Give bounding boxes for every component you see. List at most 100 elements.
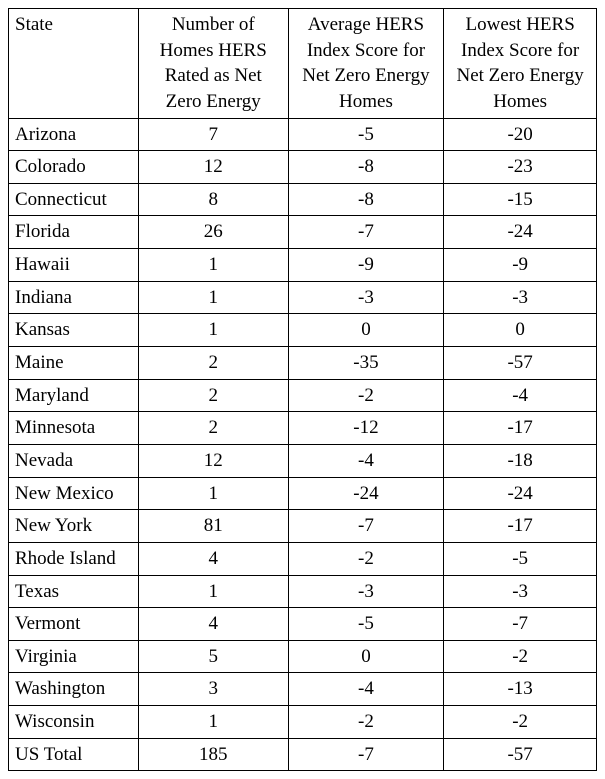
- value-cell: -5: [288, 608, 444, 641]
- table-row: Arizona7-5-20: [9, 118, 597, 151]
- table-row: Maine2-35-57: [9, 347, 597, 380]
- table-row: Wisconsin1-2-2: [9, 706, 597, 739]
- value-cell: 4: [138, 542, 288, 575]
- state-cell: US Total: [9, 738, 139, 771]
- value-cell: -7: [288, 510, 444, 543]
- value-cell: 2: [138, 412, 288, 445]
- state-cell: Virginia: [9, 640, 139, 673]
- table-row: Connecticut8-8-15: [9, 183, 597, 216]
- value-cell: -3: [444, 575, 597, 608]
- state-cell: Hawaii: [9, 249, 139, 282]
- value-cell: 0: [288, 640, 444, 673]
- value-cell: 26: [138, 216, 288, 249]
- value-cell: 7: [138, 118, 288, 151]
- col-header-count: Number of Homes HERS Rated as Net Zero E…: [138, 9, 288, 119]
- value-cell: -5: [288, 118, 444, 151]
- value-cell: 185: [138, 738, 288, 771]
- value-cell: -15: [444, 183, 597, 216]
- value-cell: -7: [288, 216, 444, 249]
- value-cell: -8: [288, 151, 444, 184]
- table-row: Texas1-3-3: [9, 575, 597, 608]
- state-cell: Kansas: [9, 314, 139, 347]
- state-cell: Colorado: [9, 151, 139, 184]
- value-cell: 5: [138, 640, 288, 673]
- value-cell: -4: [288, 673, 444, 706]
- value-cell: -2: [444, 640, 597, 673]
- value-cell: 8: [138, 183, 288, 216]
- table-row: New York81-7-17: [9, 510, 597, 543]
- state-cell: Minnesota: [9, 412, 139, 445]
- state-cell: New Mexico: [9, 477, 139, 510]
- state-cell: Wisconsin: [9, 706, 139, 739]
- state-cell: Washington: [9, 673, 139, 706]
- value-cell: -2: [288, 379, 444, 412]
- value-cell: -35: [288, 347, 444, 380]
- col-header-state: State: [9, 9, 139, 119]
- value-cell: 2: [138, 379, 288, 412]
- header-row: State Number of Homes HERS Rated as Net …: [9, 9, 597, 119]
- state-cell: Florida: [9, 216, 139, 249]
- value-cell: -9: [288, 249, 444, 282]
- value-cell: -57: [444, 347, 597, 380]
- value-cell: -4: [444, 379, 597, 412]
- value-cell: 0: [288, 314, 444, 347]
- table-row: US Total185-7-57: [9, 738, 597, 771]
- value-cell: -17: [444, 412, 597, 445]
- value-cell: -5: [444, 542, 597, 575]
- table-row: Indiana1-3-3: [9, 281, 597, 314]
- table-row: Rhode Island4-2-5: [9, 542, 597, 575]
- value-cell: -3: [444, 281, 597, 314]
- value-cell: 2: [138, 347, 288, 380]
- value-cell: -20: [444, 118, 597, 151]
- value-cell: -2: [288, 542, 444, 575]
- state-cell: Arizona: [9, 118, 139, 151]
- value-cell: -24: [288, 477, 444, 510]
- table-row: Vermont4-5-7: [9, 608, 597, 641]
- value-cell: -23: [444, 151, 597, 184]
- value-cell: -17: [444, 510, 597, 543]
- value-cell: -3: [288, 281, 444, 314]
- value-cell: -24: [444, 477, 597, 510]
- value-cell: -18: [444, 444, 597, 477]
- table-row: Florida26-7-24: [9, 216, 597, 249]
- table-row: Kansas100: [9, 314, 597, 347]
- value-cell: -3: [288, 575, 444, 608]
- table-row: Colorado12-8-23: [9, 151, 597, 184]
- value-cell: 1: [138, 706, 288, 739]
- value-cell: -2: [444, 706, 597, 739]
- value-cell: 1: [138, 281, 288, 314]
- value-cell: 12: [138, 444, 288, 477]
- state-cell: Rhode Island: [9, 542, 139, 575]
- state-cell: Connecticut: [9, 183, 139, 216]
- state-cell: Indiana: [9, 281, 139, 314]
- value-cell: -4: [288, 444, 444, 477]
- hers-table: State Number of Homes HERS Rated as Net …: [8, 8, 597, 771]
- value-cell: -7: [288, 738, 444, 771]
- value-cell: -13: [444, 673, 597, 706]
- state-cell: Maryland: [9, 379, 139, 412]
- value-cell: 1: [138, 314, 288, 347]
- table-head: State Number of Homes HERS Rated as Net …: [9, 9, 597, 119]
- state-cell: New York: [9, 510, 139, 543]
- table-row: New Mexico1-24-24: [9, 477, 597, 510]
- value-cell: 12: [138, 151, 288, 184]
- value-cell: 1: [138, 477, 288, 510]
- value-cell: -2: [288, 706, 444, 739]
- value-cell: 0: [444, 314, 597, 347]
- value-cell: 1: [138, 249, 288, 282]
- value-cell: -24: [444, 216, 597, 249]
- value-cell: 4: [138, 608, 288, 641]
- value-cell: 1: [138, 575, 288, 608]
- value-cell: -57: [444, 738, 597, 771]
- table-row: Virginia50-2: [9, 640, 597, 673]
- table-body: Arizona7-5-20Colorado12-8-23Connecticut8…: [9, 118, 597, 771]
- state-cell: Nevada: [9, 444, 139, 477]
- state-cell: Texas: [9, 575, 139, 608]
- col-header-low: Lowest HERS Index Score for Net Zero Ene…: [444, 9, 597, 119]
- table-row: Washington3-4-13: [9, 673, 597, 706]
- table-row: Nevada12-4-18: [9, 444, 597, 477]
- value-cell: -12: [288, 412, 444, 445]
- value-cell: -9: [444, 249, 597, 282]
- value-cell: 3: [138, 673, 288, 706]
- table-row: Maryland2-2-4: [9, 379, 597, 412]
